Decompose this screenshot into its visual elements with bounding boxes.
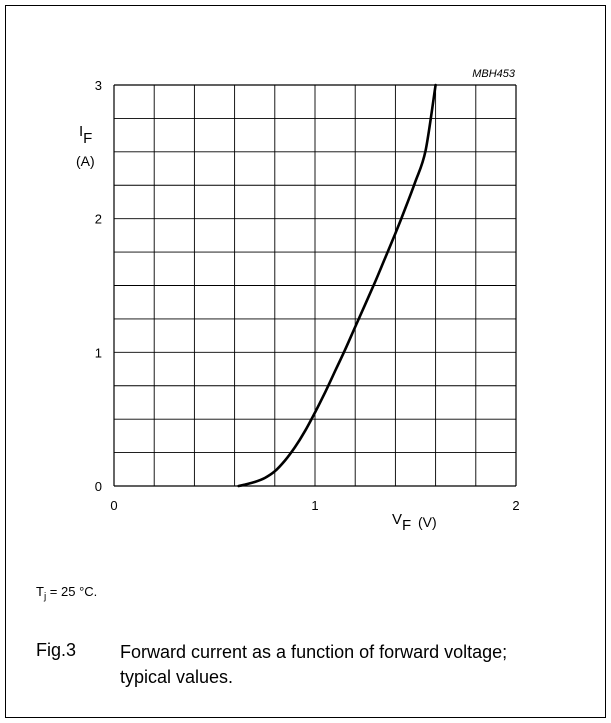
y-axis-label: IF <box>79 123 92 147</box>
forward-current-curve <box>237 83 437 488</box>
figure-number: Fig.3 <box>36 640 77 660</box>
figure-caption: Forward current as a function of forward… <box>120 642 508 687</box>
series-layer <box>237 83 437 488</box>
figure-code: MBH453 <box>472 68 516 80</box>
x-tick-label: 1 <box>311 498 318 513</box>
y-tick-label: 1 <box>95 345 102 360</box>
tick-labels: 0 1 2 3 0 1 2 <box>95 78 520 513</box>
y-tick-label: 2 <box>95 212 102 227</box>
x-axis-label: VF <box>392 511 411 534</box>
x-tick-label: 2 <box>512 498 519 513</box>
figure-frame <box>5 5 606 718</box>
y-tick-label: 0 <box>95 479 102 494</box>
y-axis-unit: (A) <box>76 153 95 169</box>
x-axis-unit: (V) <box>418 514 437 530</box>
grid <box>113 84 517 487</box>
test-condition: Tj = 25 °C. <box>36 584 98 603</box>
y-tick-label: 3 <box>95 78 102 93</box>
x-tick-label: 0 <box>110 498 117 513</box>
